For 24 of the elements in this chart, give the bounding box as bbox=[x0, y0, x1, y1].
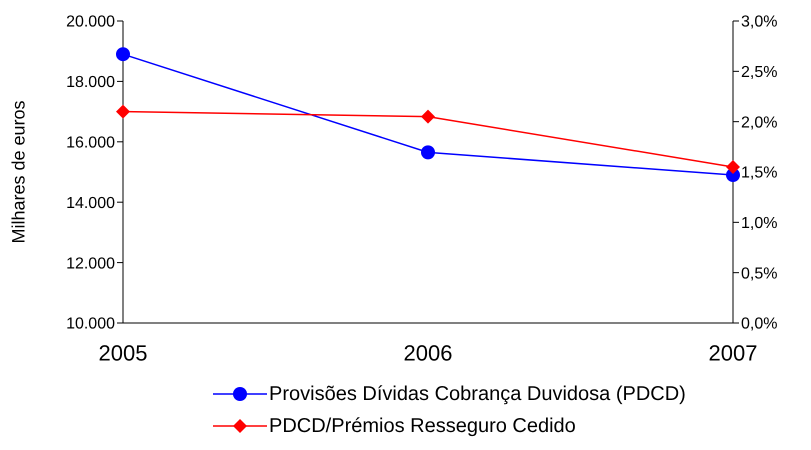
point bbox=[421, 110, 435, 124]
y2-tick-label: 0,5% bbox=[741, 265, 778, 282]
legend-label: PDCD/Prémios Resseguro Cedido bbox=[269, 414, 576, 438]
y-tick-label: 18.000 bbox=[66, 74, 116, 92]
y2-tick-label: 2,0% bbox=[741, 114, 778, 132]
y-tick-label: 16.000 bbox=[66, 134, 116, 152]
y-tick-label: 12.000 bbox=[66, 255, 116, 272]
point bbox=[116, 104, 130, 119]
y-tick-label: 20.000 bbox=[66, 14, 116, 31]
point bbox=[421, 145, 435, 160]
x-tick-label: 2006 bbox=[404, 340, 452, 366]
y-axis-title: Milhares de euros bbox=[8, 100, 28, 244]
x-tick-label: 2005 bbox=[98, 340, 148, 366]
y2-tick-label: 2,5% bbox=[741, 64, 778, 82]
point bbox=[116, 47, 130, 62]
y2-tick-label: 0,0% bbox=[741, 316, 778, 333]
point bbox=[726, 160, 740, 174]
y-tick-label: 14.000 bbox=[66, 194, 116, 212]
y2-tick-label: 1,0% bbox=[741, 215, 778, 232]
y2-tick-label: 1,5% bbox=[741, 164, 778, 182]
y-tick-label: 10.000 bbox=[66, 316, 116, 333]
y2-tick-label: 3,0% bbox=[741, 14, 778, 31]
x-tick-label: 2007 bbox=[708, 340, 758, 366]
legend-label: Provisões Dívidas Cobrança Duvidosa (PDCD) bbox=[269, 382, 686, 406]
